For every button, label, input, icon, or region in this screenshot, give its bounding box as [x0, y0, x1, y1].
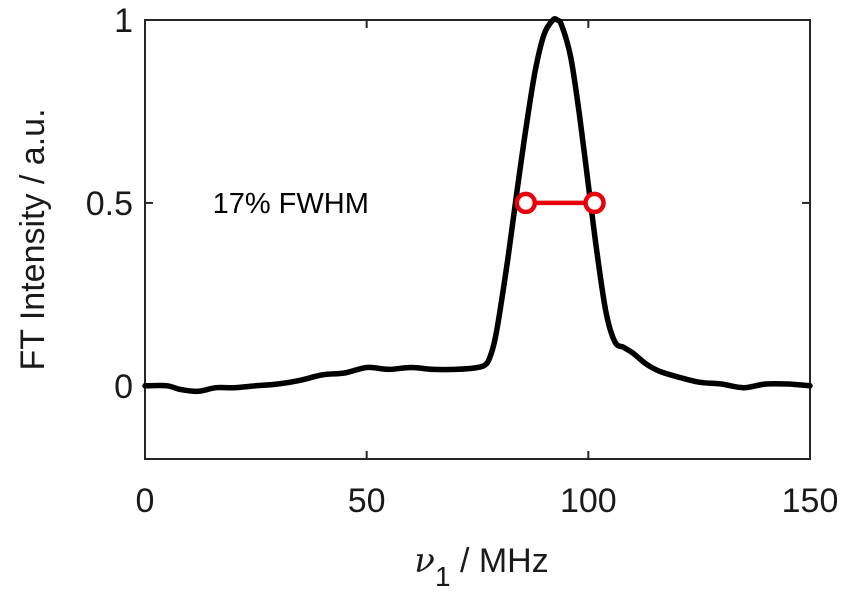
y-tick-label: 0.5: [86, 185, 133, 223]
spectrum-line: [142, 15, 813, 395]
x-axis-subscript: 1: [435, 561, 451, 592]
y-tick-label: 1: [114, 2, 133, 40]
fwhm-annotation: 17% FWHM: [213, 188, 369, 220]
x-axis-label: ν1 / MHz: [414, 541, 548, 592]
x-tick-label: 0: [136, 482, 155, 520]
x-tick-label: 100: [560, 482, 617, 520]
x-tick-label: 150: [782, 482, 839, 520]
x-axis-symbol: ν: [414, 541, 435, 581]
plot-frame: [144, 19, 811, 460]
fwhm-marker: [514, 191, 538, 215]
fwhm-marker: [583, 191, 606, 215]
y-axis-label: FT Intensity / a.u.: [14, 108, 52, 370]
y-tick-label: 0: [114, 368, 133, 406]
x-axis-unit: / MHz: [451, 542, 549, 580]
x-tick-label: 50: [348, 482, 386, 520]
